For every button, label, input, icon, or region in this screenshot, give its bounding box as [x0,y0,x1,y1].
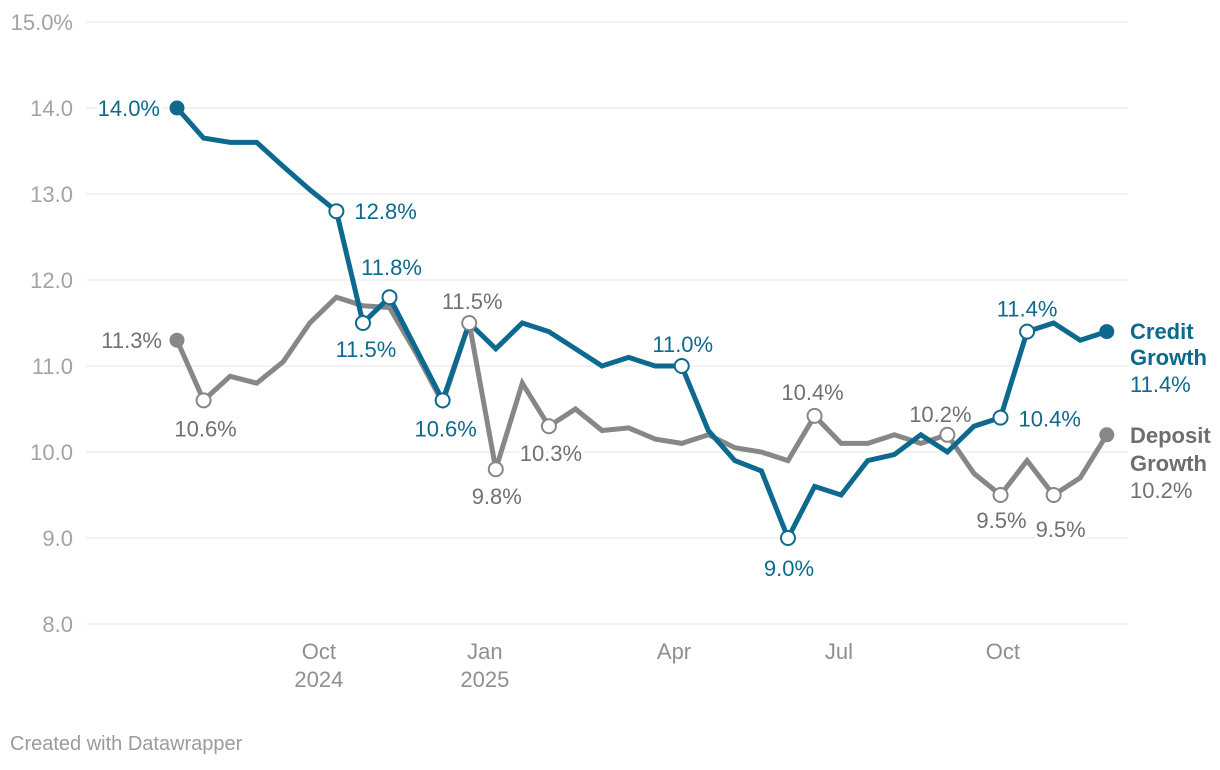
credit-data-point-label: 10.6% [414,416,476,441]
datawrapper-attribution-link[interactable]: Created with Datawrapper [10,733,243,755]
credit-data-point-label: 11.8% [361,255,422,280]
credit-data-point-label: 12.8% [354,199,416,224]
x-axis-tick-label: 2025 [460,667,509,692]
y-axis-tick-label: 10.0 [30,440,73,465]
deposit-growth-line [174,294,1109,499]
credit-data-point-label: 11.5% [336,337,397,362]
deposit-data-point-label: 9.8% [472,484,522,509]
credit-legend-value: 11.4% [1130,372,1191,397]
y-axis-tick-label: 13.0 [30,182,73,207]
deposit-data-point-label: 10.3% [520,441,582,466]
deposit-data-point-marker [169,332,185,348]
deposit-data-point-label: 9.5% [1036,517,1086,542]
credit-data-point-marker [779,530,796,546]
credit-growth-line [175,106,1108,545]
x-axis-tick-label: Jan [467,639,502,664]
credit-data-point-marker [1099,324,1115,340]
credit-data-point-label: 14.0% [98,96,160,121]
deposit-data-point-marker [487,461,504,478]
deposit-data-point-marker [195,392,212,409]
y-axis-tick-label: 9.0 [42,526,73,551]
credit-data-point-label: 11.0% [652,332,713,357]
deposit-legend-name: Deposit [1130,423,1211,448]
deposit-data-point-marker [939,426,956,443]
y-axis-tick-label: 8.0 [42,612,73,637]
deposit-legend-value: 10.2% [1130,478,1192,503]
deposit-data-point-marker [806,407,823,424]
deposit-legend-name: Growth [1130,451,1207,476]
credit-data-point-marker [328,203,345,220]
credit-data-point-marker [1019,323,1036,340]
deposit-data-point-marker [1099,427,1115,443]
y-axis-tick-label: 12.0 [30,268,73,293]
deposit-data-point-marker [1045,487,1062,503]
deposit-data-point-label: 10.4% [781,380,843,405]
y-axis-tick-label: 11.0 [32,354,73,379]
x-axis-tick-label: Oct [302,639,336,664]
y-axis-tick-label: 15.0% [11,10,73,35]
credit-legend-name: Credit [1130,319,1194,344]
deposit-data-point-label: 11.5% [442,289,503,314]
deposit-data-point-marker [461,315,478,331]
x-axis-tick-label: Apr [657,639,691,664]
deposit-data-point-label: 10.6% [174,416,236,441]
x-axis-tick-label: Oct [986,639,1020,664]
credit-data-point-label: 11.4% [997,297,1058,322]
deposit-data-point-label: 10.2% [909,402,971,427]
credit-legend-name: Growth [1130,345,1207,370]
deposit-data-point-marker [540,418,557,435]
credit-data-point-marker [354,315,371,331]
y-axis-tick-label: 14.0 [30,96,73,121]
deposit-data-point-marker [992,487,1009,503]
x-axis-tick-label: 2024 [294,667,343,692]
credit-data-point-label: 10.4% [1019,407,1081,432]
credit-data-point-marker [434,392,451,409]
x-axis-tick-label: Jul [825,639,853,664]
deposit-data-point-label: 9.5% [976,508,1026,533]
credit-data-point-marker [992,409,1009,426]
credit-data-point-marker [381,289,398,306]
deposit-data-point-label: 11.3% [101,328,162,353]
credit-data-point-marker [169,100,185,116]
credit-data-point-marker [673,358,690,374]
credit-data-point-label: 9.0% [764,556,814,581]
